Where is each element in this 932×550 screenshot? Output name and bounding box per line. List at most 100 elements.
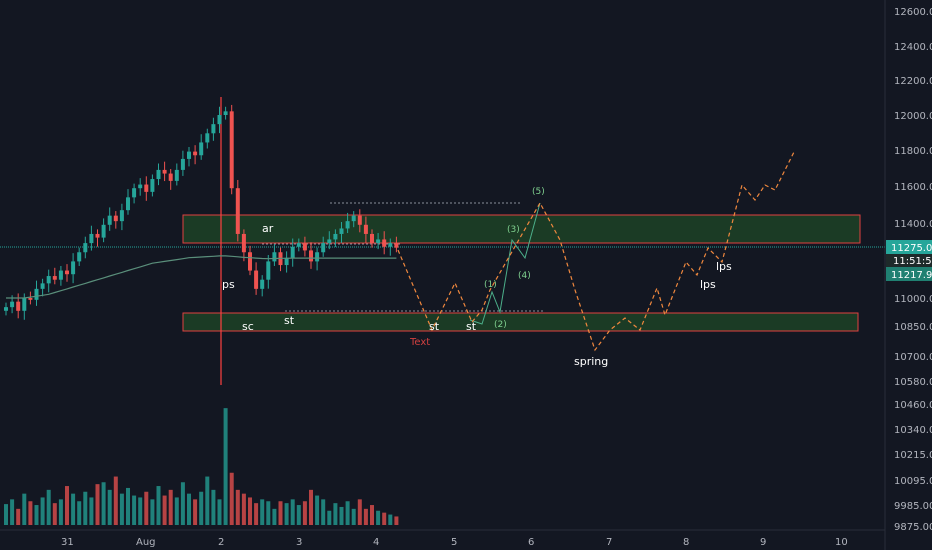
volume-bar	[77, 501, 82, 525]
time-axis[interactable]: 31 Aug 2 3 4 5 6 7 8 9 10	[0, 529, 885, 548]
time-tick: 8	[683, 537, 689, 548]
price-tick: 12000.00	[894, 111, 932, 122]
price-tag-ma	[886, 267, 932, 281]
time-tick: 3	[296, 537, 302, 548]
candle-body	[241, 233, 246, 253]
candle-body	[394, 243, 399, 248]
volumes	[4, 408, 399, 525]
volume-bar	[272, 508, 277, 525]
candle-body	[211, 124, 216, 134]
candle-body	[10, 301, 15, 308]
volume-bar	[187, 493, 191, 525]
price-tick: 12600.00	[894, 7, 932, 18]
volume-bar	[144, 491, 149, 525]
candle-body	[150, 179, 155, 192]
time-tick: 9	[760, 537, 766, 548]
zones	[182, 214, 861, 332]
candle-body	[16, 301, 21, 311]
candle-body	[58, 270, 63, 280]
price-tag-countdown-value: 11:51:56	[893, 256, 932, 267]
price-tag-countdown	[886, 254, 932, 267]
price-tick: 12200.00	[894, 76, 932, 87]
candle-body	[65, 270, 69, 275]
label-st-2: st	[429, 320, 440, 333]
candle-body	[71, 261, 76, 275]
candle-body	[46, 276, 51, 284]
candle-body	[95, 233, 100, 238]
candle-body	[83, 243, 88, 253]
candle-body	[40, 283, 45, 289]
volume-bar	[266, 501, 271, 525]
candle-body	[107, 215, 112, 225]
volume-bar	[235, 489, 240, 525]
volume-bar	[168, 489, 173, 525]
support-zone[interactable]	[182, 312, 859, 332]
price-tick: 11000.00	[894, 294, 932, 305]
candle-body	[235, 188, 240, 234]
volume-bar	[327, 510, 332, 525]
orange-projection-path	[397, 149, 796, 352]
volume-bar	[28, 501, 33, 525]
volume-bar	[302, 501, 307, 525]
candle-body	[52, 276, 57, 280]
volume-bar	[278, 501, 283, 525]
candle-body	[156, 169, 161, 180]
candle-body	[345, 221, 350, 229]
resistance-zone[interactable]	[182, 214, 861, 244]
volume-bar	[290, 499, 295, 525]
candle-body	[296, 243, 301, 247]
candle-body	[174, 169, 179, 181]
volume-bar	[309, 489, 313, 525]
volume-bar	[254, 503, 259, 525]
volume-bar	[211, 489, 216, 525]
time-tick: 2	[218, 537, 224, 548]
price-tick: 10580.00	[894, 377, 932, 388]
time-tick: 10	[835, 537, 848, 548]
volume-bar	[16, 508, 21, 525]
candle-body	[217, 115, 222, 125]
candle-body	[266, 261, 271, 280]
candle-body	[34, 288, 39, 300]
volume-bar	[370, 505, 374, 525]
price-tag-main-value: 11275.00	[891, 243, 932, 254]
volume-bar	[4, 504, 8, 525]
volume-bar	[156, 486, 161, 525]
candle-body	[28, 298, 33, 300]
volume-bar	[46, 489, 51, 525]
time-tick: 31	[61, 537, 74, 548]
volume-bar	[107, 489, 112, 525]
candle-body	[327, 239, 332, 244]
candle-body	[187, 151, 191, 159]
volume-bar	[65, 486, 69, 525]
wave-label-1: (1)	[484, 280, 497, 290]
candle-body	[357, 215, 362, 225]
volume-bar	[296, 505, 301, 525]
volume-bar	[284, 503, 289, 525]
volume-bar	[205, 476, 210, 525]
candle-body	[272, 252, 277, 262]
candle-body	[321, 243, 326, 253]
price-tick: 10215.00	[894, 450, 932, 461]
price-tick: 11400.00	[894, 219, 932, 230]
candle-body	[168, 173, 173, 181]
volume-bar	[52, 503, 57, 525]
wave-label-3: (3)	[507, 225, 520, 235]
wave-label-2: (2)	[494, 320, 507, 330]
volume-bar	[126, 487, 130, 525]
candle-body	[89, 233, 94, 244]
price-axis[interactable]: 12600.00 12400.00 12200.00 12000.00 1180…	[884, 0, 932, 550]
candles	[4, 104, 399, 320]
candle-body	[376, 239, 381, 244]
volume-bar	[260, 499, 265, 525]
time-tick: 6	[528, 537, 534, 548]
candle-body	[22, 298, 27, 311]
volume-bar	[357, 499, 362, 525]
volume-bar	[180, 482, 185, 525]
volume-bar	[376, 510, 381, 525]
price-tag-main	[886, 240, 932, 254]
candle-body	[113, 215, 118, 222]
price-tick: 10850.00	[894, 322, 932, 333]
volume-bar	[199, 491, 204, 525]
volume-bar	[150, 499, 155, 525]
